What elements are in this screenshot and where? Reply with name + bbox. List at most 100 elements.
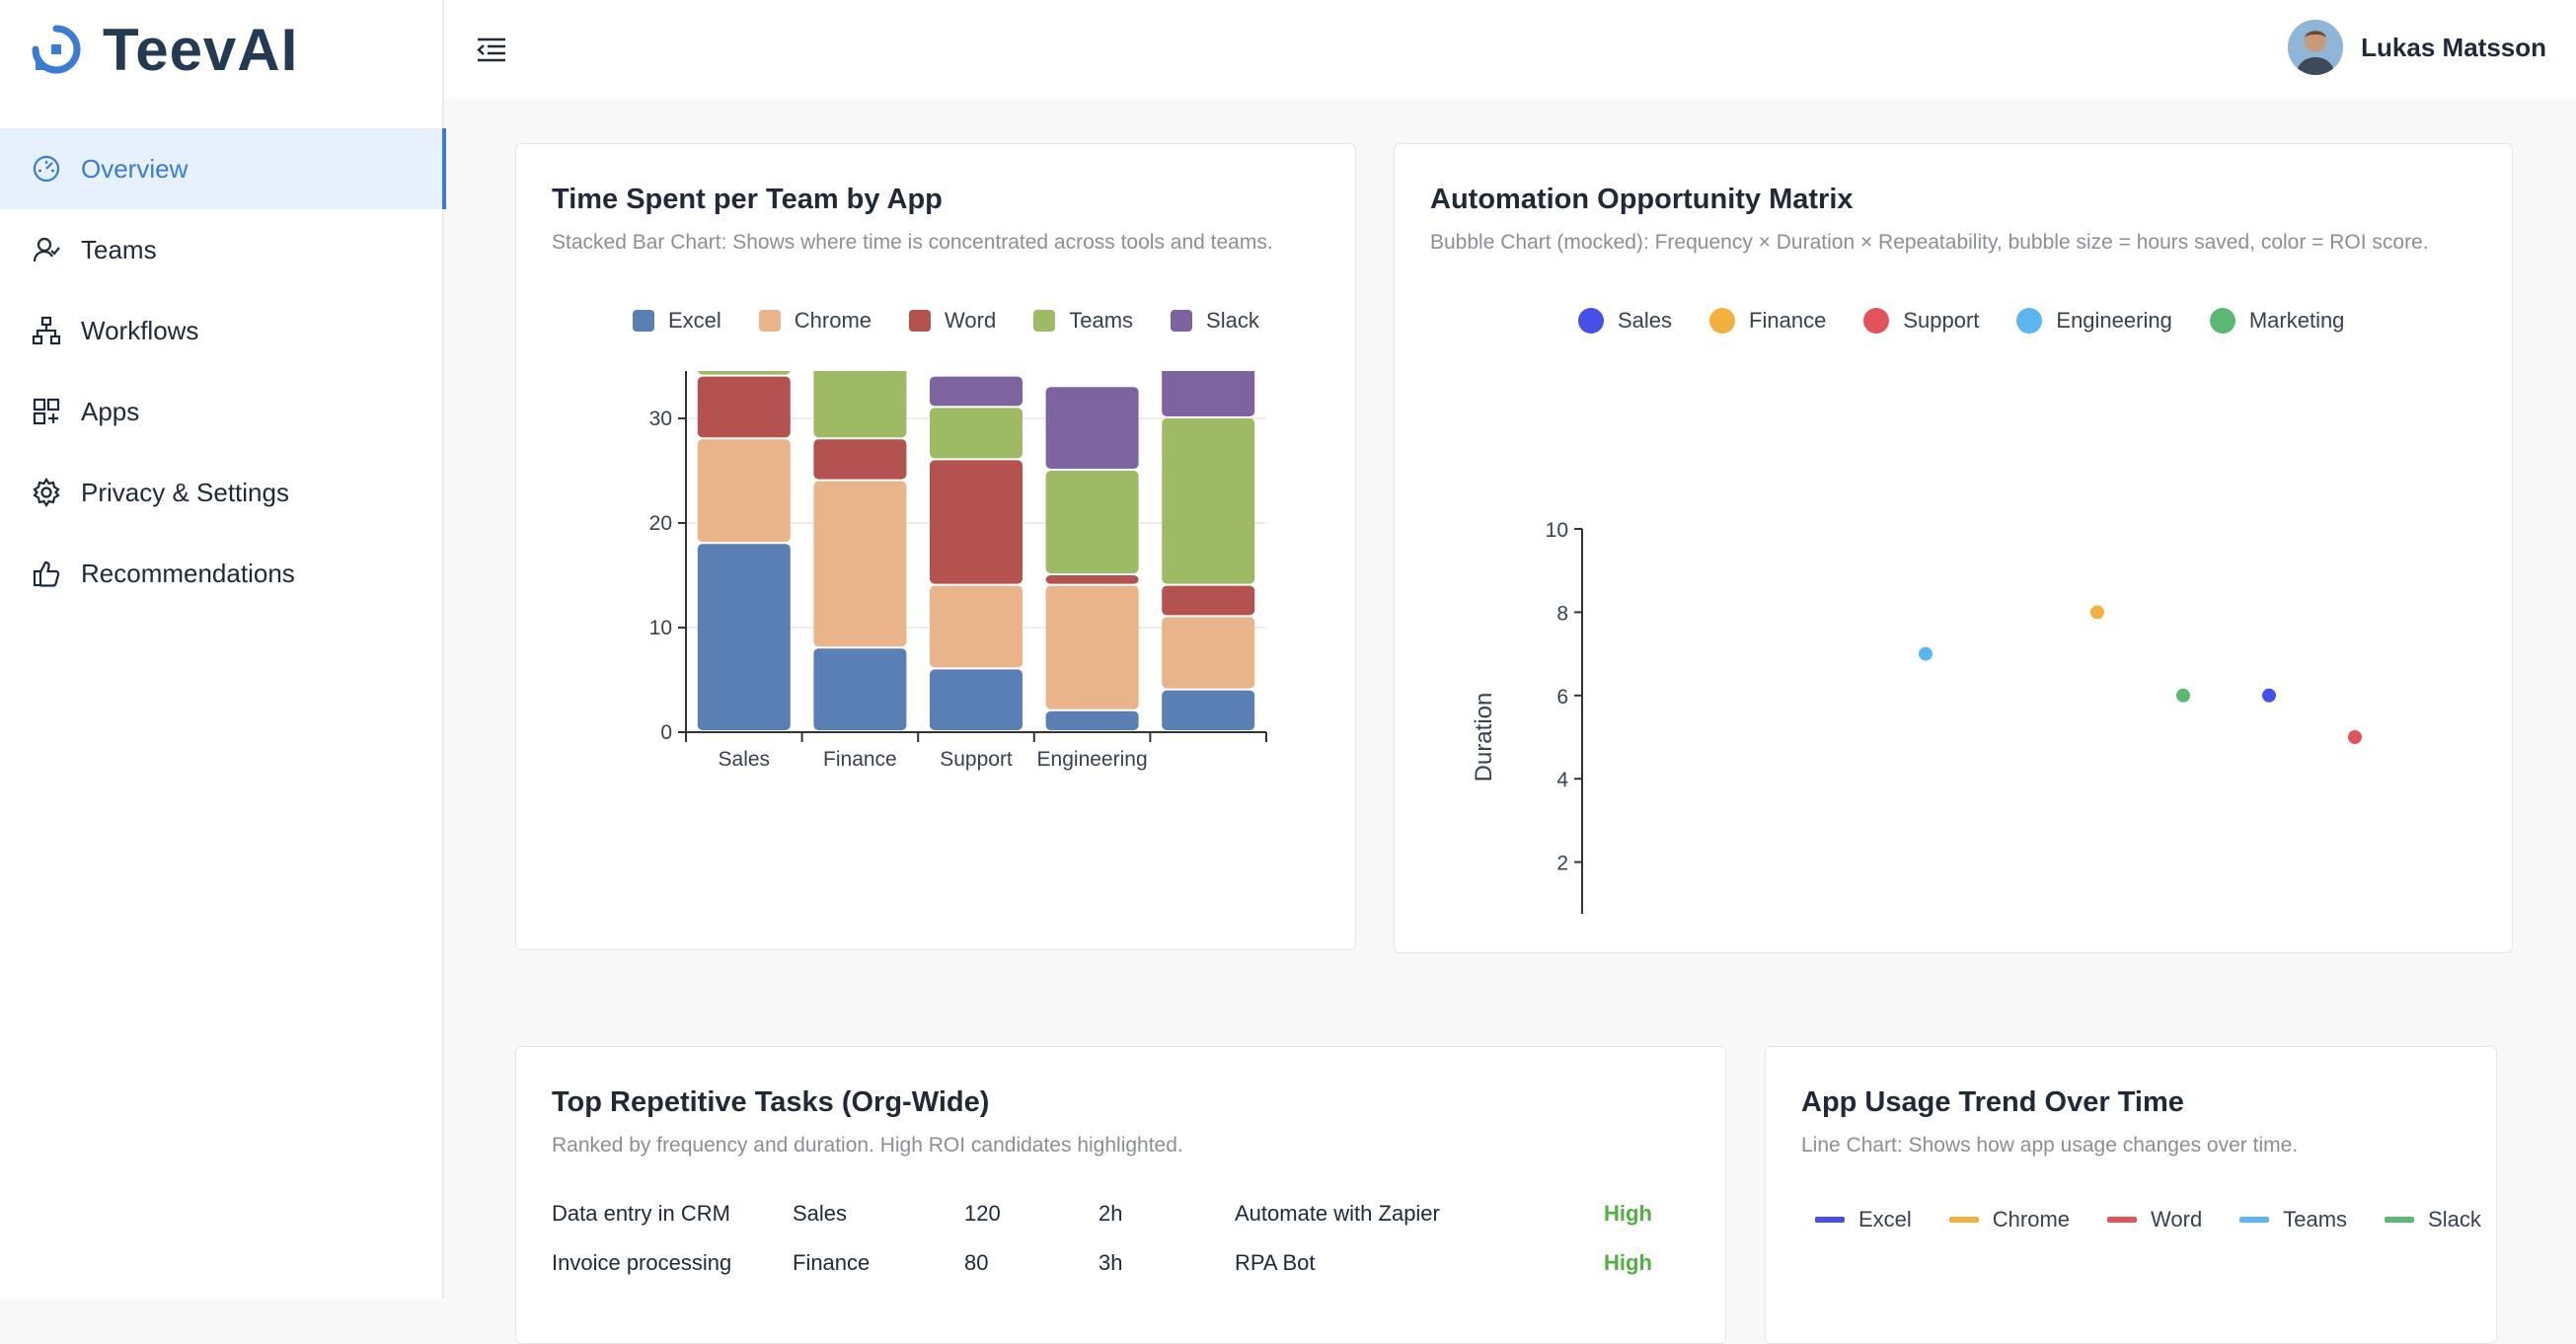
sidebar-item-workflows[interactable]: Workflows — [0, 290, 444, 371]
task-name: Data entry in CRM — [552, 1201, 730, 1226]
sidebar-item-privacy-settings[interactable]: Privacy & Settings — [0, 452, 444, 533]
legend-item[interactable]: Teams — [2239, 1207, 2347, 1232]
x-tick-label: Sales — [719, 748, 771, 771]
legend-item[interactable]: Teams — [1033, 308, 1133, 334]
time-spent-card: Time Spent per Team by App Stacked Bar C… — [515, 143, 1356, 950]
legend-label: Support — [1903, 308, 1980, 333]
bar-segment — [813, 648, 907, 730]
x-tick-label: Finance — [823, 748, 897, 771]
legend-swatch — [1033, 310, 1056, 332]
roi-badge: High — [1604, 1250, 1652, 1275]
roi-badge: High — [1604, 1201, 1652, 1226]
legend-item[interactable]: Engineering — [2016, 308, 2172, 334]
legend-item[interactable]: Chrome — [758, 308, 872, 334]
avatar — [2288, 20, 2344, 75]
bar-segment — [930, 408, 1023, 459]
menu-toggle-icon[interactable] — [474, 32, 509, 67]
legend-label: Teams — [1069, 308, 1134, 333]
sidebar-item-teams[interactable]: Teams — [0, 209, 444, 290]
user-name: Lukas Matsson — [2361, 32, 2546, 62]
y-tick-label: 20 — [649, 512, 672, 535]
bar-segment — [930, 669, 1023, 730]
sidebar-item-overview[interactable]: Overview — [0, 128, 446, 209]
legend-label: Excel — [1858, 1207, 1912, 1232]
chart-legend: Excel Chrome Word Teams Slack — [1815, 1207, 2519, 1232]
user-menu[interactable]: Lukas Matsson — [2288, 20, 2546, 75]
logo[interactable]: TeevAI — [30, 17, 298, 83]
bar-segment — [697, 544, 791, 730]
legend-swatch — [2209, 308, 2235, 334]
legend-label: Marketing — [2248, 308, 2345, 333]
bar-segment — [1162, 418, 1255, 584]
task-suggestion: RPA Bot — [1235, 1250, 1316, 1275]
sidebar: TeevAI Overview Teams Workflows Apps — [0, 0, 446, 1299]
apps-icon — [30, 395, 63, 428]
legend-swatch — [758, 310, 781, 332]
bar-segment — [930, 460, 1023, 584]
users-icon — [30, 233, 63, 266]
legend-item[interactable]: Excel — [633, 308, 721, 334]
bar-segment — [813, 481, 907, 647]
gear-icon — [30, 476, 63, 509]
stacked-bar-chart: 010203040SalesFinanceSupportEngineering — [649, 371, 1267, 771]
legend-item[interactable]: Slack — [1171, 308, 1259, 334]
task-duration: 3h — [1099, 1250, 1123, 1275]
bar-segment — [1045, 471, 1139, 573]
table-row[interactable]: Data entry in CRM Sales 120 2h Automate … — [552, 1201, 1652, 1240]
legend-item[interactable]: Support — [1863, 308, 1979, 334]
y-tick-label: 10 — [649, 617, 672, 639]
sidebar-item-label: Workflows — [81, 315, 199, 345]
legend-item[interactable]: Excel — [1815, 1207, 1912, 1232]
bar-segment — [1162, 585, 1255, 616]
card-title: App Usage Trend Over Time — [1801, 1086, 2184, 1118]
y-tick-label: 6 — [1556, 686, 1568, 709]
task-team: Finance — [793, 1250, 871, 1275]
bar-segment — [698, 371, 791, 375]
bar-segment — [1162, 690, 1255, 730]
sidebar-item-label: Overview — [81, 153, 189, 184]
top-header: Lukas Matsson — [444, 0, 2576, 99]
sidebar-item-apps[interactable]: Apps — [0, 371, 444, 452]
sidebar-item-label: Recommendations — [81, 558, 295, 588]
legend-item[interactable]: Chrome — [1948, 1207, 2071, 1232]
legend-swatch — [1863, 308, 1890, 334]
card-subtitle: Stacked Bar Chart: Shows where time is c… — [552, 231, 1273, 254]
bar-segment — [1045, 575, 1139, 584]
sidebar-item-label: Apps — [81, 396, 140, 426]
line-chart: 30 — [1766, 1262, 2496, 1341]
sidebar-item-label: Teams — [81, 234, 157, 264]
bubble-point — [2348, 730, 2362, 744]
y-tick-label: 4 — [1556, 769, 1568, 791]
top-tasks-card: Top Repetitive Tasks (Org-Wide) Ranked b… — [515, 1046, 1726, 1344]
legend-label: Sales — [1618, 308, 1673, 333]
task-duration: 2h — [1099, 1201, 1123, 1226]
thumbs-up-icon — [30, 557, 63, 590]
legend-item[interactable]: Marketing — [2209, 308, 2345, 334]
legend-item[interactable]: Finance — [1709, 308, 1826, 334]
sidebar-item-recommendations[interactable]: Recommendations — [0, 533, 444, 614]
bar-segment — [813, 371, 907, 438]
legend-swatch — [2239, 1217, 2270, 1223]
bubble-point — [2090, 605, 2104, 620]
bar-segment — [1162, 617, 1255, 689]
legend-item[interactable]: Word — [909, 308, 996, 334]
legend-label: Chrome — [1992, 1207, 2071, 1232]
legend-item[interactable]: Word — [2107, 1207, 2202, 1232]
legend-item[interactable]: Sales — [1578, 308, 1672, 334]
chart-legend: Sales Finance Support Engineering Marketing — [1578, 308, 2382, 334]
table-row[interactable]: Invoice processing Finance 80 3h RPA Bot… — [552, 1250, 1652, 1290]
y-tick-label: 2 — [1556, 853, 1568, 875]
card-subtitle: Ranked by frequency and duration. High R… — [552, 1134, 1183, 1157]
sidebar-nav: Overview Teams Workflows Apps Privacy & … — [0, 128, 446, 614]
y-tick-label: 0 — [660, 721, 672, 744]
automation-matrix-card: Automation Opportunity Matrix Bubble Cha… — [1394, 143, 2513, 953]
app-usage-trend-card: App Usage Trend Over Time Line Chart: Sh… — [1765, 1046, 2497, 1344]
legend-label: Finance — [1749, 308, 1827, 333]
logo-icon — [32, 25, 81, 74]
bubble-point — [2176, 688, 2190, 703]
legend-swatch — [633, 310, 654, 332]
legend-label: Slack — [2428, 1207, 2481, 1232]
bar-segment — [1045, 387, 1139, 469]
legend-label: Chrome — [794, 308, 872, 333]
legend-item[interactable]: Slack — [2385, 1207, 2481, 1232]
